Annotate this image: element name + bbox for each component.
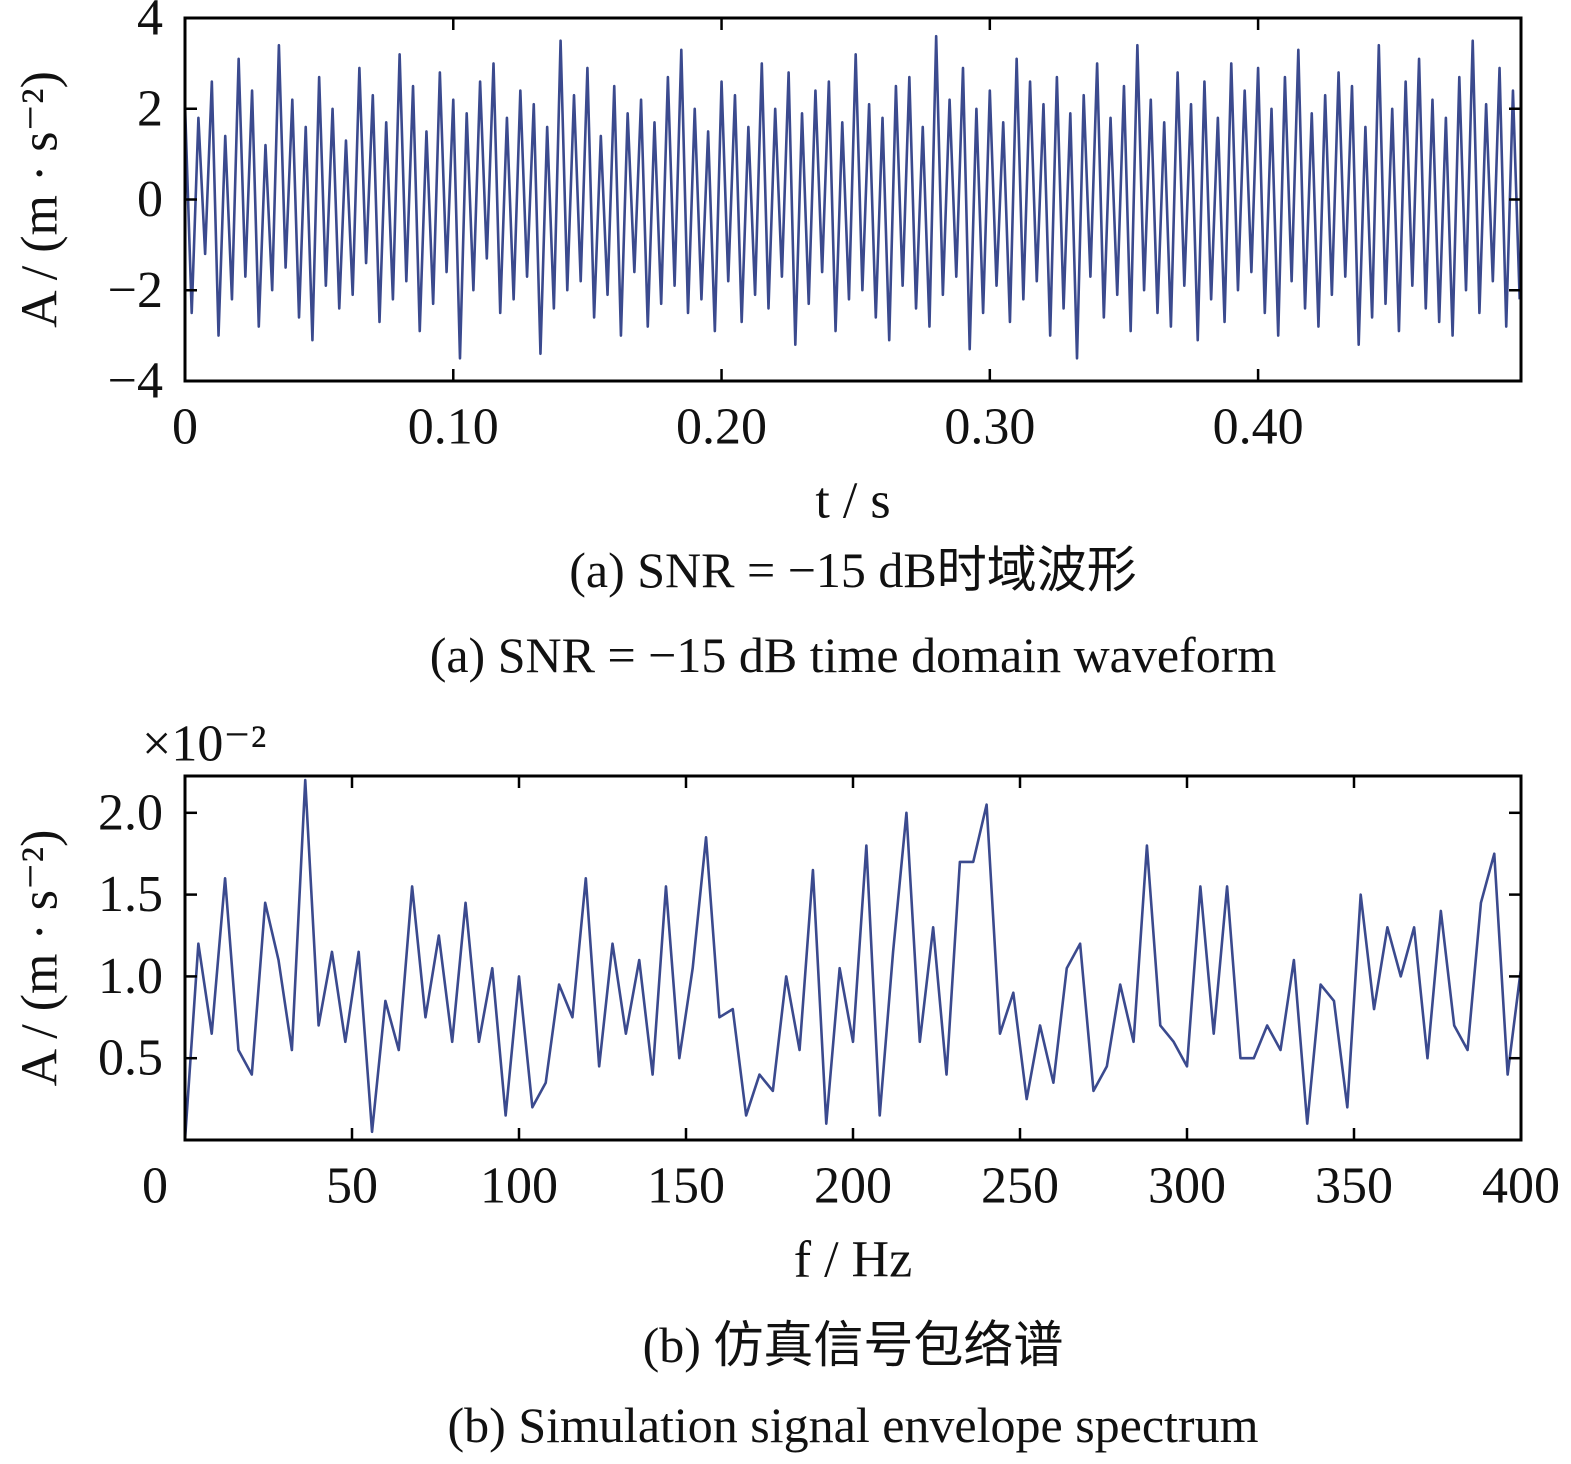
caption: (b) 仿真信号包络谱 — [643, 1317, 1064, 1373]
x-tick-label: 0.20 — [676, 399, 767, 456]
caption: (a) SNR = −15 dB time domain waveform — [430, 627, 1277, 683]
x-tick-label: 50 — [326, 1158, 378, 1215]
x-tick-label: 0.40 — [1213, 399, 1304, 456]
x-tick-label: 0.10 — [408, 399, 499, 456]
x-tick-label: 0.30 — [944, 399, 1035, 456]
y-tick-label: −2 — [108, 262, 163, 319]
y-multiplier: ×10⁻² — [142, 716, 266, 773]
x-tick-label: 250 — [981, 1158, 1059, 1215]
data-line — [185, 778, 1521, 1140]
y-tick-label: 0.5 — [98, 1030, 163, 1087]
y-tick-label: 0 — [137, 171, 163, 228]
x-tick-label: 150 — [647, 1158, 725, 1215]
y-tick-label: 1.0 — [98, 948, 163, 1005]
x-tick-label: 300 — [1148, 1158, 1226, 1215]
x-tick-label: 100 — [480, 1158, 558, 1215]
y-tick-label: 4 — [137, 0, 163, 47]
data-line — [185, 34, 1521, 360]
plot-frame — [183, 774, 1523, 1142]
y-axis-label: A / (m · s⁻²) — [12, 71, 69, 328]
x-tick-label: 400 — [1482, 1158, 1560, 1215]
x-tick-label: 0 — [172, 399, 198, 456]
x-tick-label: 200 — [814, 1158, 892, 1215]
x-axis-label: f / Hz — [794, 1232, 912, 1289]
y-tick-label: 2 — [137, 80, 163, 137]
caption: (a) SNR = −15 dB时域波形 — [569, 542, 1137, 598]
y-tick-label: 1.5 — [98, 866, 163, 923]
caption: (b) Simulation signal envelope spectrum — [448, 1397, 1259, 1453]
y-axis-label: A / (m · s⁻²) — [12, 830, 69, 1087]
x-tick-label: 350 — [1315, 1158, 1393, 1215]
x-axis-label: t / s — [815, 473, 890, 530]
x-tick-label: 0 — [142, 1158, 168, 1215]
y-tick-label: −4 — [108, 353, 163, 410]
y-tick-label: 2.0 — [98, 784, 163, 841]
